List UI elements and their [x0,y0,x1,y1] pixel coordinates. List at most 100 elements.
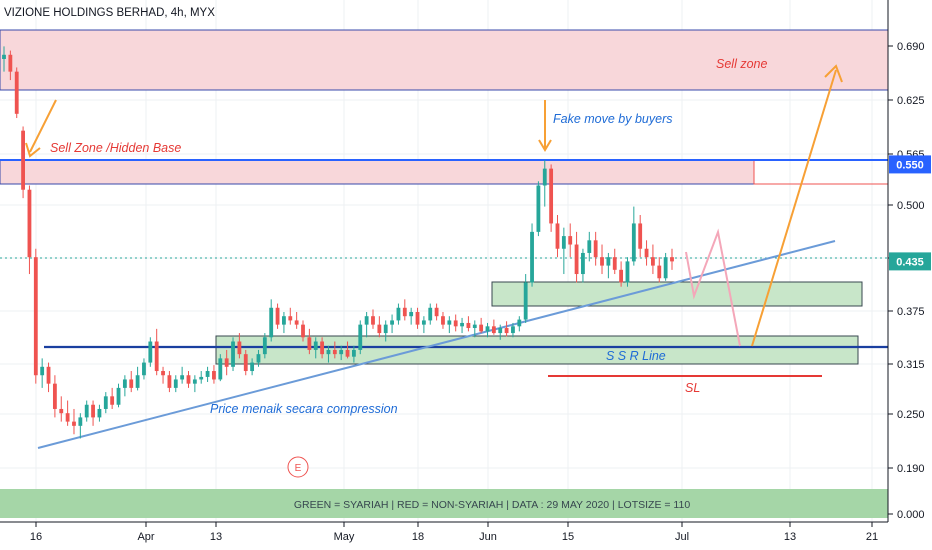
x-tick-label: Apr [137,531,154,543]
candle-body [536,185,541,232]
hidden-base-label: Sell Zone /Hidden Base [50,141,181,155]
candles [2,46,674,439]
candle-body [110,396,115,405]
candle-body [173,379,178,388]
chart-title: VIZIONE HOLDINGS BERHAD, 4h, MYX [4,7,215,19]
candle-body [542,168,547,186]
candle-body [237,341,242,355]
candle-body [555,223,560,249]
candle-body [320,341,325,355]
candle-body [224,358,229,367]
candle-body [2,54,6,59]
projection-target-line [751,69,837,347]
candle-body [574,244,579,275]
candle-body [479,324,484,332]
candle-body [619,269,624,283]
y-tick-label: 0.250 [897,409,925,421]
candle-body [307,337,312,350]
candle-body [358,324,363,350]
x-tick-label: May [334,531,355,543]
candle-body [663,257,668,279]
candle-body [65,413,70,422]
candle-body [148,341,153,363]
y-tick-label: 0.500 [897,200,925,212]
candle-body [530,231,534,283]
candle-body [161,371,165,376]
candle-body [294,320,299,325]
candle-body [78,417,83,426]
footer-bar [0,489,888,518]
candle-body [600,257,604,266]
projection-arrowhead [824,64,843,83]
candle-body [218,358,223,380]
candle-body [441,316,445,325]
sl-label: SL [685,381,700,395]
hidden-base-arrow-line [29,99,57,153]
candle-body [14,71,19,114]
candle-body [52,383,57,409]
candle-body [644,248,649,258]
candle-body [428,307,433,321]
x-tick-label: 16 [30,531,42,543]
candle-body [371,316,375,325]
candle-body [498,328,503,334]
price-label-box [889,252,931,271]
candle-body [231,341,235,367]
demand-zone-lower [215,335,859,365]
candle-body [511,326,515,334]
candle-body [186,375,191,384]
sell-zone-label: Sell zone [716,57,767,71]
fake-move-label: Fake move by buyers [553,112,673,126]
candle-body [250,362,255,372]
footer-text: GREEN = SYARIAH | RED = NON-SYARIAH | DA… [294,499,690,511]
x-tick-label: 13 [784,531,796,543]
candle-body [472,324,477,329]
candle-body [606,257,611,266]
candle-body [243,354,248,372]
price-axis[interactable]: 0.6900.6250.5650.5000.4350.3750.3150.250… [888,41,925,521]
x-tick-label: 13 [210,531,222,543]
candle-body [345,349,350,357]
y-tick-label: 0.190 [897,463,925,475]
candle-body [339,349,344,355]
candle-body [91,404,95,418]
x-tick-label: 18 [412,531,424,543]
y-tick-label: 0.000 [897,509,925,521]
event-marker-label: E [295,463,302,474]
candle-body [523,282,528,320]
price-labels: 0.550 0.435 [889,155,931,271]
candle-body [651,257,655,266]
x-tick-label: 21 [866,531,878,543]
candle-body [377,324,382,334]
ssr-line-label: S S R Line [606,349,666,363]
candle-body [587,240,592,253]
candle-body [568,236,573,245]
time-axis[interactable]: 16 Apr 13 May 18 Jun 15 Jul 13 21 [30,522,878,543]
candle-body [364,316,369,325]
candle-body [97,408,102,418]
price-label-box [889,155,931,174]
y-tick-label: 0.690 [897,41,925,53]
hidden-base-zone-box [0,159,755,185]
candle-body [466,322,471,329]
candle-body [84,404,89,418]
candle-body [199,376,204,380]
candle-body [212,371,216,380]
candle-body [631,223,636,262]
y-tick-label: 0.375 [897,306,925,318]
candle-body [27,189,32,258]
candle-body [390,320,394,325]
price-label-text: 0.550 [896,159,924,171]
candle-body [21,130,25,190]
candle-body [383,324,388,334]
candle-body [638,223,643,249]
candle-body [549,168,554,224]
candle-body [269,307,274,338]
candle-body [40,366,45,376]
x-tick-label: 15 [562,531,574,543]
candle-body [116,387,121,405]
candle-body [103,396,108,409]
event-marker-icon[interactable] [287,456,309,478]
candle-body [275,307,280,325]
